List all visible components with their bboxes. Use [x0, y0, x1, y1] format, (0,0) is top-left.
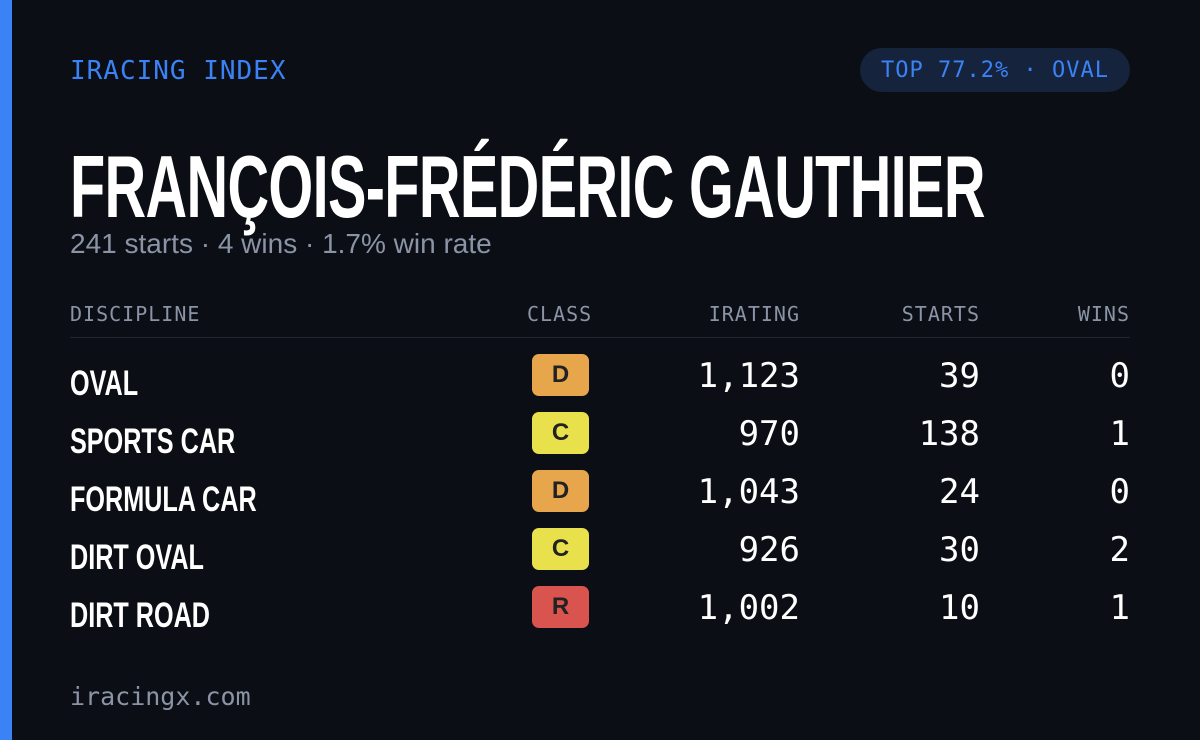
wins: 0 [1109, 472, 1130, 512]
accent-bar [0, 0, 12, 740]
class-badge: C [532, 528, 589, 570]
irating: 1,002 [697, 588, 800, 628]
wins: 2 [1109, 530, 1130, 570]
starts: 24 [939, 472, 980, 512]
header-rule [70, 337, 1130, 338]
column-header: WINS [1077, 302, 1130, 326]
column-header: DISCIPLINE [70, 302, 201, 326]
column-header: IRATING [708, 302, 800, 326]
starts: 30 [939, 530, 980, 570]
wins: 1 [1109, 588, 1130, 628]
discipline: DIRT ROAD [70, 596, 210, 635]
brand: IRACING INDEX [70, 56, 287, 86]
irating: 1,123 [697, 356, 800, 396]
class-badge: C [532, 412, 589, 454]
summary: 241 starts · 4 wins · 1.7% win rate [70, 228, 492, 259]
class-badge: D [532, 354, 589, 396]
footer: iracingx.com [70, 682, 251, 711]
class-badge: R [532, 586, 589, 628]
irating: 1,043 [697, 472, 800, 512]
class-badge: D [532, 470, 589, 512]
column-header: CLASS [527, 302, 593, 326]
driver-name: FRANÇOIS-FRÉDÉRIC GAUTHIER [70, 137, 985, 236]
rank-badge: TOP 77.2% · OVAL [860, 48, 1130, 92]
discipline: OVAL [70, 364, 139, 403]
irating: 926 [738, 530, 800, 570]
discipline: SPORTS CAR [70, 422, 236, 461]
discipline: DIRT OVAL [70, 538, 204, 577]
starts: 138 [918, 414, 980, 454]
wins: 0 [1109, 356, 1130, 396]
column-header: STARTS [901, 302, 980, 326]
wins: 1 [1109, 414, 1130, 454]
irating: 970 [738, 414, 800, 454]
starts: 39 [939, 356, 980, 396]
discipline: FORMULA CAR [70, 480, 257, 519]
starts: 10 [939, 588, 980, 628]
